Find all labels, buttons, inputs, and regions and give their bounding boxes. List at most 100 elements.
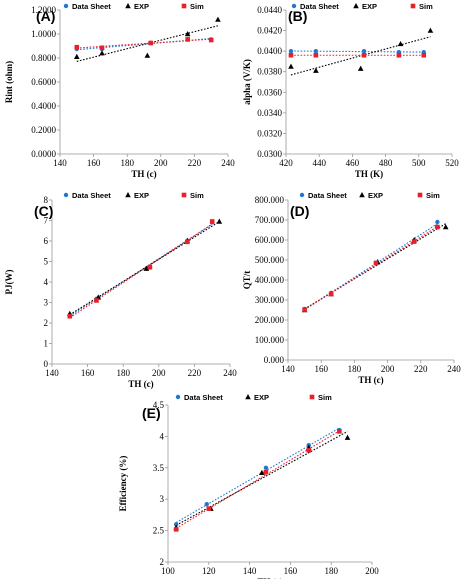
x-tick-label: 500 (412, 158, 426, 168)
x-tick-label: 200 (365, 566, 379, 576)
x-tick-label: 200 (381, 364, 395, 374)
trendline-data-sheet (290, 50, 424, 53)
y-tick-label: 0.6000 (31, 77, 56, 87)
x-tick-label: 440 (312, 158, 326, 168)
y-tick-label: 1.2000 (31, 5, 56, 15)
x-tick-label: 180 (120, 158, 134, 168)
data-point-sim (396, 52, 402, 58)
legend-marker-data-sheet (63, 192, 69, 198)
y-axis-label: Rint (ohm) (4, 61, 14, 103)
y-tick-label: 0.0440 (257, 5, 282, 15)
chart-panel-b: 420 440 460 480 500 520 0.0300 0.0320 0.0340 0.03… (242, 2, 459, 179)
data-point-sim (361, 52, 367, 58)
data-point-sim (208, 37, 214, 43)
y-tick-label: 3.5 (153, 463, 165, 473)
data-point-exp (288, 63, 294, 69)
panel-letter: (C) (34, 203, 53, 219)
data-point-sim (148, 40, 154, 46)
legend-label-data-sheet: Data Sheet (72, 191, 111, 200)
data-point-data-sheet (361, 48, 367, 54)
y-tick-label: 0.8000 (31, 53, 56, 63)
legend-label-exp: EXP (362, 2, 377, 11)
legend-marker-exp (359, 192, 365, 198)
trendline-exp (304, 223, 446, 310)
y-tick-label: 100.000 (255, 335, 285, 345)
x-tick-label: 160 (81, 368, 95, 378)
x-tick-label: 180 (348, 364, 362, 374)
legend-marker-exp (125, 3, 131, 9)
legend-label-sim: Sim (190, 2, 204, 11)
chart-panel-d: 140 160 180 200 220 240 0.000 100.000 200.000 300… (242, 191, 461, 385)
data-point-data-sheet (435, 219, 440, 225)
y-tick-label: 0.2000 (31, 125, 56, 135)
y-tick-label: 0.0360 (257, 87, 282, 97)
legend-marker-exp (245, 394, 251, 400)
y-tick-label: 0.0400 (257, 46, 282, 56)
data-point-sim (263, 469, 269, 475)
y-tick-label: 800.000 (255, 195, 285, 205)
y-tick-label: 300.000 (255, 295, 285, 305)
data-point-sim (94, 298, 99, 303)
data-point-sim (302, 307, 307, 312)
y-axis-label: QT/t (242, 271, 252, 290)
data-point-sim (206, 506, 212, 511)
x-tick-label: 200 (154, 158, 168, 168)
x-tick-label: 180 (116, 368, 130, 378)
data-point-sim (411, 239, 417, 244)
legend-label-sim: Sim (190, 191, 204, 200)
x-axis-label: TH (c) (128, 379, 153, 389)
x-tick-label: 140 (243, 566, 257, 576)
y-tick-label: 400.000 (255, 275, 285, 285)
y-tick-label: 4.5 (153, 400, 165, 410)
data-point-sim (421, 52, 427, 58)
data-point-exp (143, 265, 150, 271)
data-point-data-sheet (288, 48, 294, 54)
x-axis-label: TH (K) (355, 169, 383, 179)
x-tick-label: 420 (279, 158, 293, 168)
y-tick-label: 1 (44, 339, 49, 349)
data-point-sim (99, 45, 105, 51)
chart-panel-a: 140 160 180 200 220 240 0.0000 0.2000 0.4000 0.60… (4, 2, 235, 179)
data-point-exp (427, 27, 434, 33)
data-point-data-sheet (173, 522, 179, 527)
data-point-sim (306, 447, 312, 453)
panel-letter: (B) (288, 8, 307, 24)
y-tick-label: 3 (44, 298, 49, 308)
legend-label-exp: EXP (254, 393, 269, 402)
data-point-data-sheet (313, 48, 319, 54)
y-tick-label: 6 (44, 236, 49, 246)
data-point-sim (67, 313, 73, 319)
legend-marker-sim (181, 3, 187, 9)
x-tick-label: 140 (281, 364, 295, 374)
data-point-sim (373, 260, 379, 266)
legend-marker-sim (181, 192, 187, 198)
panel-letter: (A) (36, 8, 55, 24)
legend-label-sim: Sim (318, 393, 332, 402)
y-tick-label: 4 (160, 431, 165, 441)
x-tick-label: 520 (445, 158, 459, 168)
legend-marker-data-sheet (291, 3, 297, 9)
y-tick-label: 600.000 (255, 235, 285, 245)
y-tick-label: 2.5 (153, 526, 165, 536)
legend-marker-data-sheet (175, 394, 181, 400)
x-tick-label: 240 (447, 364, 461, 374)
y-tick-label: 2 (160, 557, 165, 567)
legend-marker-exp (353, 3, 359, 9)
panel-letter: (D) (290, 203, 309, 219)
panel-letter: (E) (142, 405, 161, 421)
data-point-exp (144, 52, 151, 58)
x-tick-label: 140 (45, 368, 59, 378)
data-point-sim (288, 52, 294, 58)
trendline-data-sheet (175, 427, 340, 523)
y-tick-label: 0.0320 (257, 128, 282, 138)
legend-marker-data-sheet (299, 192, 305, 198)
trendline-sim (76, 38, 212, 49)
data-point-exp (184, 31, 191, 37)
x-axis-label: TH (c) (358, 375, 383, 385)
x-tick-label: 460 (346, 158, 360, 168)
data-point-data-sheet (263, 465, 269, 470)
legend-marker-sim (309, 394, 315, 400)
y-tick-label: 200.000 (255, 315, 285, 325)
y-tick-label: 0.000 (264, 355, 285, 365)
